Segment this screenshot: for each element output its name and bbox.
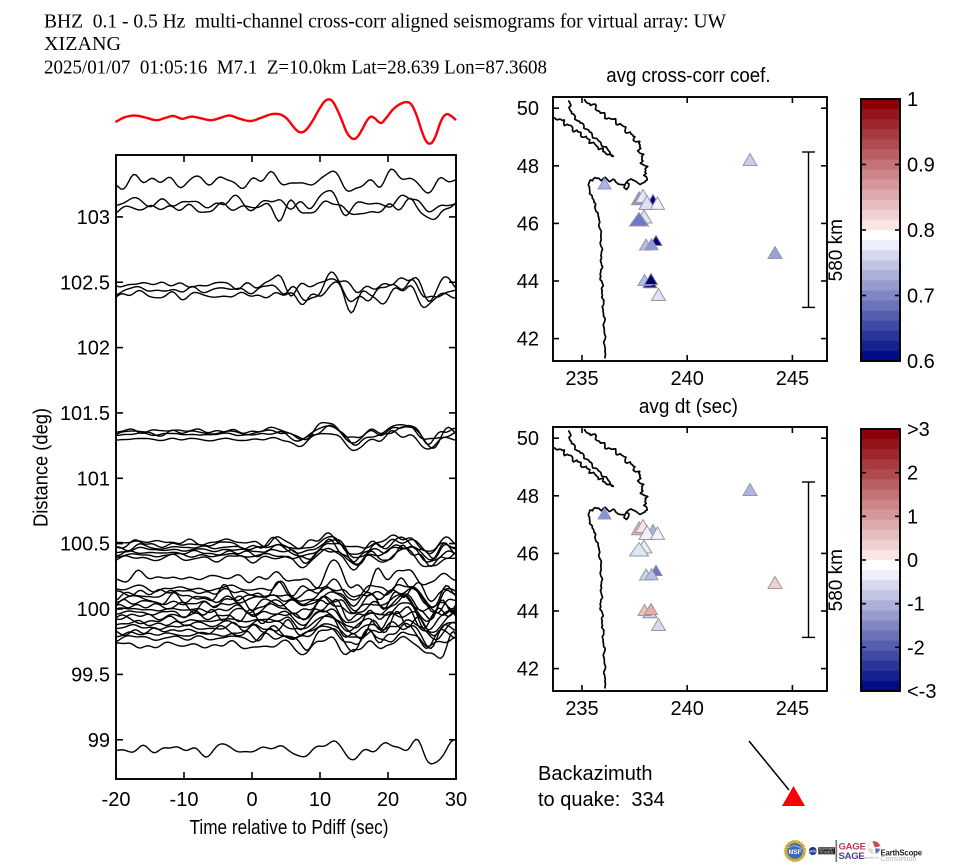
svg-text:GAGE: GAGE [839,842,867,853]
svg-text:20: 20 [377,789,399,811]
svg-text:SUPPORT: SUPPORT [819,848,834,852]
svg-text:235: 235 [565,698,598,720]
svg-text:235: 235 [565,368,598,390]
svg-text:46: 46 [517,213,539,235]
svg-text:42: 42 [517,659,539,681]
svg-text:NASA: NASA [808,850,818,854]
svg-text:102.5: 102.5 [60,272,110,294]
svg-text:-2: -2 [907,637,925,659]
svg-text:44: 44 [517,601,539,623]
svg-text:42: 42 [517,329,539,351]
svg-text:50: 50 [517,98,539,120]
svg-text:580 km: 580 km [826,219,847,281]
svg-text:101: 101 [77,468,110,490]
svg-text:-20: -20 [102,789,131,811]
svg-text:Consortium: Consortium [881,856,917,863]
svg-text:100.5: 100.5 [60,534,110,556]
svg-text:48: 48 [517,156,539,178]
svg-text:48: 48 [517,486,539,508]
svg-text:1: 1 [907,506,918,528]
svg-text:245: 245 [776,368,809,390]
svg-text:to quake: 334: to quake: 334 [538,789,665,811]
svg-text:-10: -10 [170,789,199,811]
svg-text:>3: >3 [907,419,930,441]
svg-text:101.5: 101.5 [60,403,110,425]
svg-text:BHZ 0.1 - 0.5 Hz multi-chann: BHZ 0.1 - 0.5 Hz multi-channel cross-cor… [44,10,726,32]
svg-text:99.5: 99.5 [71,664,110,686]
svg-text:100: 100 [77,599,110,621]
svg-text:Time relative to Pdiff (sec): Time relative to Pdiff (sec) [190,817,389,839]
svg-text:0.7: 0.7 [907,286,935,308]
svg-text:245: 245 [776,698,809,720]
svg-text:1: 1 [907,89,918,111]
svg-text:240: 240 [671,368,704,390]
svg-text:XIZANG: XIZANG [44,33,121,55]
svg-text:Backazimuth: Backazimuth [538,763,653,785]
svg-text:102: 102 [77,338,110,360]
svg-text:99: 99 [88,730,110,752]
svg-text:50: 50 [517,428,539,450]
svg-text:SCIENCE: SCIENCE [820,851,834,855]
svg-text:-1: -1 [907,594,925,616]
svg-text:0.6: 0.6 [907,351,935,373]
svg-text:2025/01/07 01:05:16 M7.1 Z=: 2025/01/07 01:05:16 M7.1 Z=10.0km Lat=28… [44,56,547,78]
svg-text:30: 30 [445,789,467,811]
svg-text:NSF: NSF [789,849,802,856]
svg-text:<-3: <-3 [907,681,936,703]
svg-text:240: 240 [671,698,704,720]
svg-text:46: 46 [517,543,539,565]
svg-text:SAGE: SAGE [839,851,866,862]
svg-text:Distance (deg): Distance (deg) [31,408,53,527]
svg-text:10: 10 [309,789,331,811]
svg-text:103: 103 [77,207,110,229]
svg-text:2: 2 [907,463,918,485]
svg-text:0: 0 [907,550,918,572]
svg-text:580 km: 580 km [826,549,847,611]
svg-text:0.8: 0.8 [907,220,935,242]
svg-text:Operated by: Operated by [863,855,880,859]
svg-text:0.9: 0.9 [907,155,935,177]
svg-text:EarthScope: EarthScope [881,849,923,858]
svg-text:avg dt (sec): avg dt (sec) [639,396,738,418]
svg-text:avg cross-corr coef.: avg cross-corr coef. [606,65,770,87]
svg-text:44: 44 [517,271,539,293]
svg-text:0: 0 [246,789,257,811]
